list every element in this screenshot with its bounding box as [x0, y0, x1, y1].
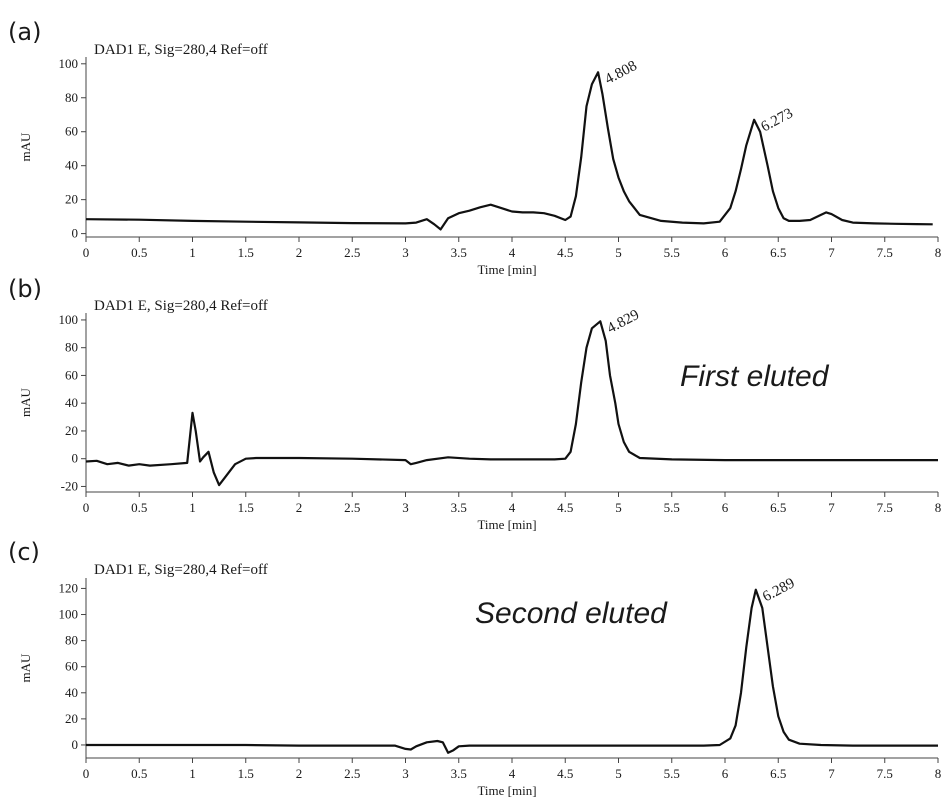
x-tick-label: 3 — [402, 500, 409, 515]
y-tick-label: 20 — [65, 192, 78, 207]
x-tick-label: 1.5 — [238, 500, 254, 515]
y-tick-label: 80 — [65, 633, 78, 648]
y-tick-label: 20 — [65, 711, 78, 726]
y-axis-label: mAU — [18, 653, 33, 683]
x-tick-label: 7.5 — [877, 245, 893, 260]
y-axis-label: mAU — [18, 387, 33, 417]
y-tick-label: 0 — [72, 451, 79, 466]
signal-title: DAD1 E, Sig=280,4 Ref=off — [94, 298, 268, 314]
x-tick-label: 6 — [722, 245, 729, 260]
x-tick-label: 6.5 — [770, 500, 786, 515]
x-tick-label: 5 — [615, 766, 622, 781]
x-tick-label: 8 — [935, 500, 942, 515]
y-tick-label: 0 — [72, 226, 79, 241]
x-tick-label: 3.5 — [451, 245, 467, 260]
x-tick-label: 4 — [509, 245, 516, 260]
y-tick-label: -20 — [61, 478, 78, 493]
peak-retention-label: 4.808 — [602, 58, 639, 88]
x-tick-label: 7 — [828, 500, 835, 515]
y-tick-label: 100 — [59, 607, 79, 622]
x-tick-label: 2.5 — [344, 245, 360, 260]
x-tick-label: 6 — [722, 766, 729, 781]
x-tick-label: 1 — [189, 245, 196, 260]
y-tick-label: 40 — [65, 158, 78, 173]
y-tick-label: 80 — [65, 90, 78, 105]
y-tick-label: 120 — [59, 580, 79, 595]
x-tick-label: 4.5 — [557, 500, 573, 515]
x-tick-label: 7.5 — [877, 500, 893, 515]
x-tick-label: 5.5 — [664, 500, 680, 515]
y-tick-label: 60 — [65, 659, 78, 674]
peak-retention-label: 6.289 — [760, 575, 797, 605]
x-tick-label: 0.5 — [131, 766, 147, 781]
x-tick-label: 6.5 — [770, 245, 786, 260]
x-tick-label: 8 — [935, 245, 942, 260]
signal-title: DAD1 E, Sig=280,4 Ref=off — [94, 562, 268, 578]
y-axis-label: mAU — [18, 132, 33, 162]
y-tick-label: 80 — [65, 340, 78, 355]
x-tick-label: 6.5 — [770, 766, 786, 781]
x-tick-label: 3 — [402, 766, 409, 781]
x-tick-label: 7 — [828, 766, 835, 781]
x-tick-label: 2 — [296, 500, 303, 515]
elution-annotation: First eluted — [680, 360, 830, 393]
x-tick-label: 1.5 — [238, 245, 254, 260]
chart-panel-a: (a) DAD1 E, Sig=280,4 Ref=off 0 0.5 1 1.5 2 2.5… — [8, 18, 941, 277]
x-tick-label: 4 — [509, 766, 516, 781]
y-tick-label: 60 — [65, 124, 78, 139]
chart-panel-b: (b) DAD1 E, Sig=280,4 Ref=off 0 0.5 1 1.5 2 2.5… — [8, 275, 941, 532]
x-tick-label: 6 — [722, 500, 729, 515]
x-tick-label: 7.5 — [877, 766, 893, 781]
y-tick-label: 60 — [65, 367, 78, 382]
x-tick-label: 1 — [189, 766, 196, 781]
x-tick-label: 1 — [189, 500, 196, 515]
x-tick-label: 4.5 — [557, 245, 573, 260]
chart-panel-c: (c) DAD1 E, Sig=280,4 Ref=off 0 0.5 1 1.5 2 2.5… — [8, 538, 941, 798]
panel-label: (b) — [8, 275, 42, 303]
x-tick-label: 2 — [296, 766, 303, 781]
y-tick-label: 0 — [72, 737, 79, 752]
panel-label: (a) — [8, 18, 41, 46]
x-tick-label: 0 — [83, 500, 90, 515]
y-tick-label: 40 — [65, 685, 78, 700]
x-axis-label: Time [min] — [477, 262, 536, 277]
y-tick-label: 100 — [59, 56, 79, 71]
x-axis-label: Time [min] — [477, 517, 536, 532]
x-axis-label: Time [min] — [477, 783, 536, 798]
x-tick-label: 4.5 — [557, 766, 573, 781]
x-tick-label: 2 — [296, 245, 303, 260]
y-tick-label: 40 — [65, 395, 78, 410]
x-tick-label: 0.5 — [131, 245, 147, 260]
x-tick-label: 5 — [615, 500, 622, 515]
chromatogram-trace — [86, 321, 938, 485]
x-tick-label: 8 — [935, 766, 942, 781]
peak-retention-label: 4.829 — [605, 307, 642, 337]
x-tick-label: 5.5 — [664, 766, 680, 781]
x-tick-label: 5 — [615, 245, 622, 260]
x-tick-label: 3 — [402, 245, 409, 260]
x-tick-label: 7 — [828, 245, 835, 260]
x-tick-label: 5.5 — [664, 245, 680, 260]
panel-label: (c) — [8, 538, 40, 566]
x-tick-label: 4 — [509, 500, 516, 515]
peak-retention-label: 6.273 — [758, 105, 795, 135]
x-tick-label: 3.5 — [451, 500, 467, 515]
x-tick-label: 0.5 — [131, 500, 147, 515]
x-tick-label: 1.5 — [238, 766, 254, 781]
x-tick-label: 2.5 — [344, 500, 360, 515]
x-tick-label: 2.5 — [344, 766, 360, 781]
y-tick-label: 100 — [59, 312, 79, 327]
x-tick-label: 0 — [83, 245, 90, 260]
chromatogram-trace — [86, 72, 933, 229]
elution-annotation: Second eluted — [475, 597, 668, 630]
signal-title: DAD1 E, Sig=280,4 Ref=off — [94, 42, 268, 58]
x-tick-label: 3.5 — [451, 766, 467, 781]
y-tick-label: 20 — [65, 423, 78, 438]
x-tick-label: 0 — [83, 766, 90, 781]
